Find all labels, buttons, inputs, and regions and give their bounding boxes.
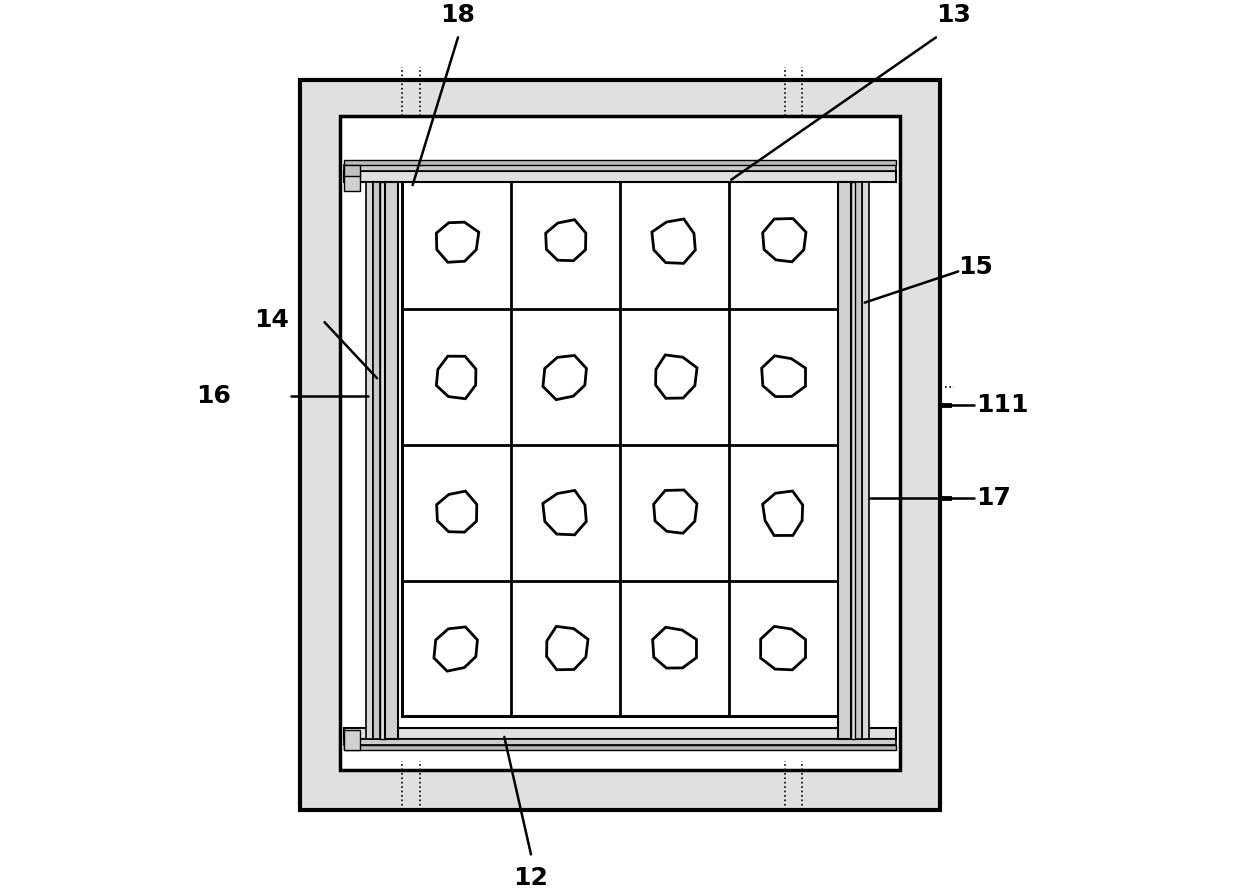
Text: 12: 12 bbox=[513, 866, 548, 890]
Text: 111: 111 bbox=[976, 393, 1028, 417]
Bar bbox=[343, 160, 895, 165]
Bar bbox=[343, 165, 360, 175]
Bar bbox=[366, 182, 373, 739]
Text: 16: 16 bbox=[196, 384, 231, 408]
Bar bbox=[300, 80, 940, 810]
Text: 13: 13 bbox=[936, 3, 971, 27]
Text: 18: 18 bbox=[440, 3, 475, 27]
Bar bbox=[373, 182, 379, 739]
Bar bbox=[343, 745, 895, 749]
Bar bbox=[838, 182, 851, 739]
Text: 15: 15 bbox=[959, 255, 993, 279]
Bar bbox=[343, 171, 360, 191]
Bar bbox=[856, 182, 862, 739]
Bar bbox=[343, 739, 895, 746]
Text: 14: 14 bbox=[254, 309, 289, 332]
Bar bbox=[851, 182, 856, 739]
Bar bbox=[379, 182, 386, 739]
Bar bbox=[343, 165, 895, 171]
Bar bbox=[402, 174, 838, 716]
Bar bbox=[343, 730, 360, 749]
Text: 17: 17 bbox=[976, 487, 1011, 510]
Bar bbox=[343, 728, 895, 739]
Bar bbox=[343, 171, 895, 182]
Bar bbox=[862, 182, 869, 739]
Bar bbox=[386, 182, 398, 739]
Bar bbox=[340, 116, 900, 770]
